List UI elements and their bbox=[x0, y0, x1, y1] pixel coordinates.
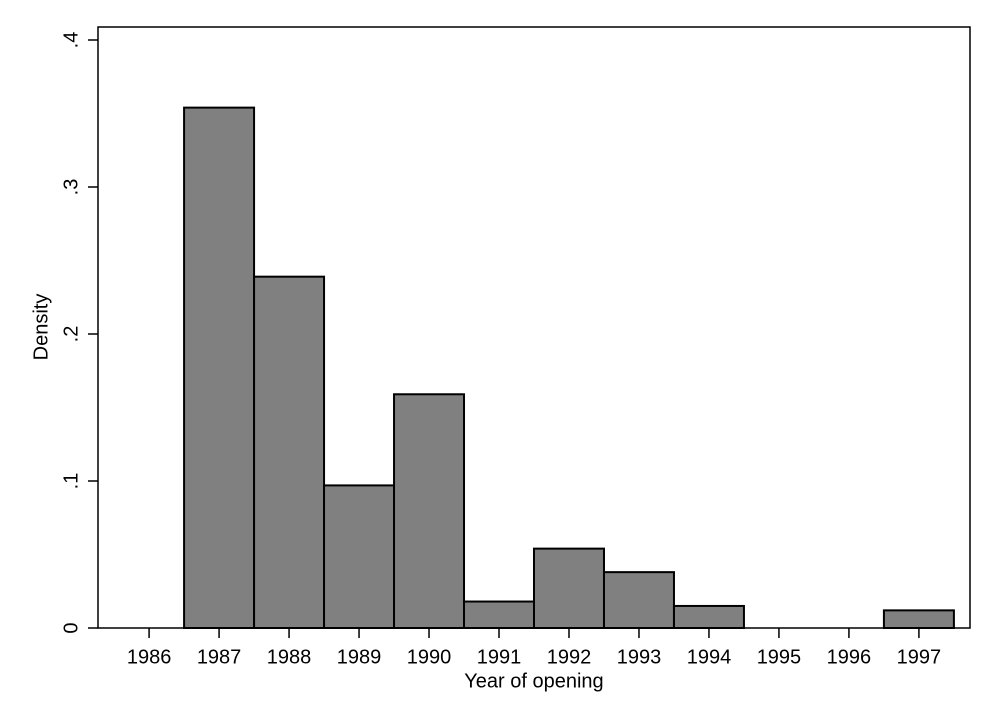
y-tick-label: .2 bbox=[60, 326, 82, 343]
y-tick-label: .1 bbox=[60, 473, 82, 490]
x-tick-label: 1990 bbox=[407, 646, 452, 668]
x-tick-label: 1992 bbox=[547, 646, 592, 668]
y-tick-label: .4 bbox=[60, 32, 82, 49]
x-tick-label: 1997 bbox=[897, 646, 942, 668]
x-tick-label: 1991 bbox=[477, 646, 522, 668]
y-axis-label: Density bbox=[30, 294, 52, 361]
x-tick-label: 1988 bbox=[267, 646, 312, 668]
bar bbox=[672, 604, 745, 630]
bar bbox=[323, 484, 396, 629]
y-tick-label: 0 bbox=[60, 622, 82, 633]
x-axis-label: Year of opening bbox=[464, 670, 603, 692]
x-tick-label: 1993 bbox=[617, 646, 662, 668]
bar bbox=[253, 275, 326, 629]
bar bbox=[882, 609, 955, 629]
bar bbox=[393, 393, 466, 629]
x-tick-label: 1996 bbox=[827, 646, 872, 668]
x-tick-label: 1995 bbox=[757, 646, 802, 668]
bar bbox=[463, 600, 535, 629]
bar bbox=[533, 547, 605, 629]
y-tick-label: .3 bbox=[60, 179, 82, 196]
x-tick-label: 1989 bbox=[337, 646, 382, 668]
bar bbox=[183, 106, 256, 630]
x-tick-label: 1987 bbox=[197, 646, 242, 668]
x-tick-label: 1994 bbox=[687, 646, 732, 668]
bar bbox=[602, 571, 675, 630]
x-tick-label: 1986 bbox=[127, 646, 172, 668]
